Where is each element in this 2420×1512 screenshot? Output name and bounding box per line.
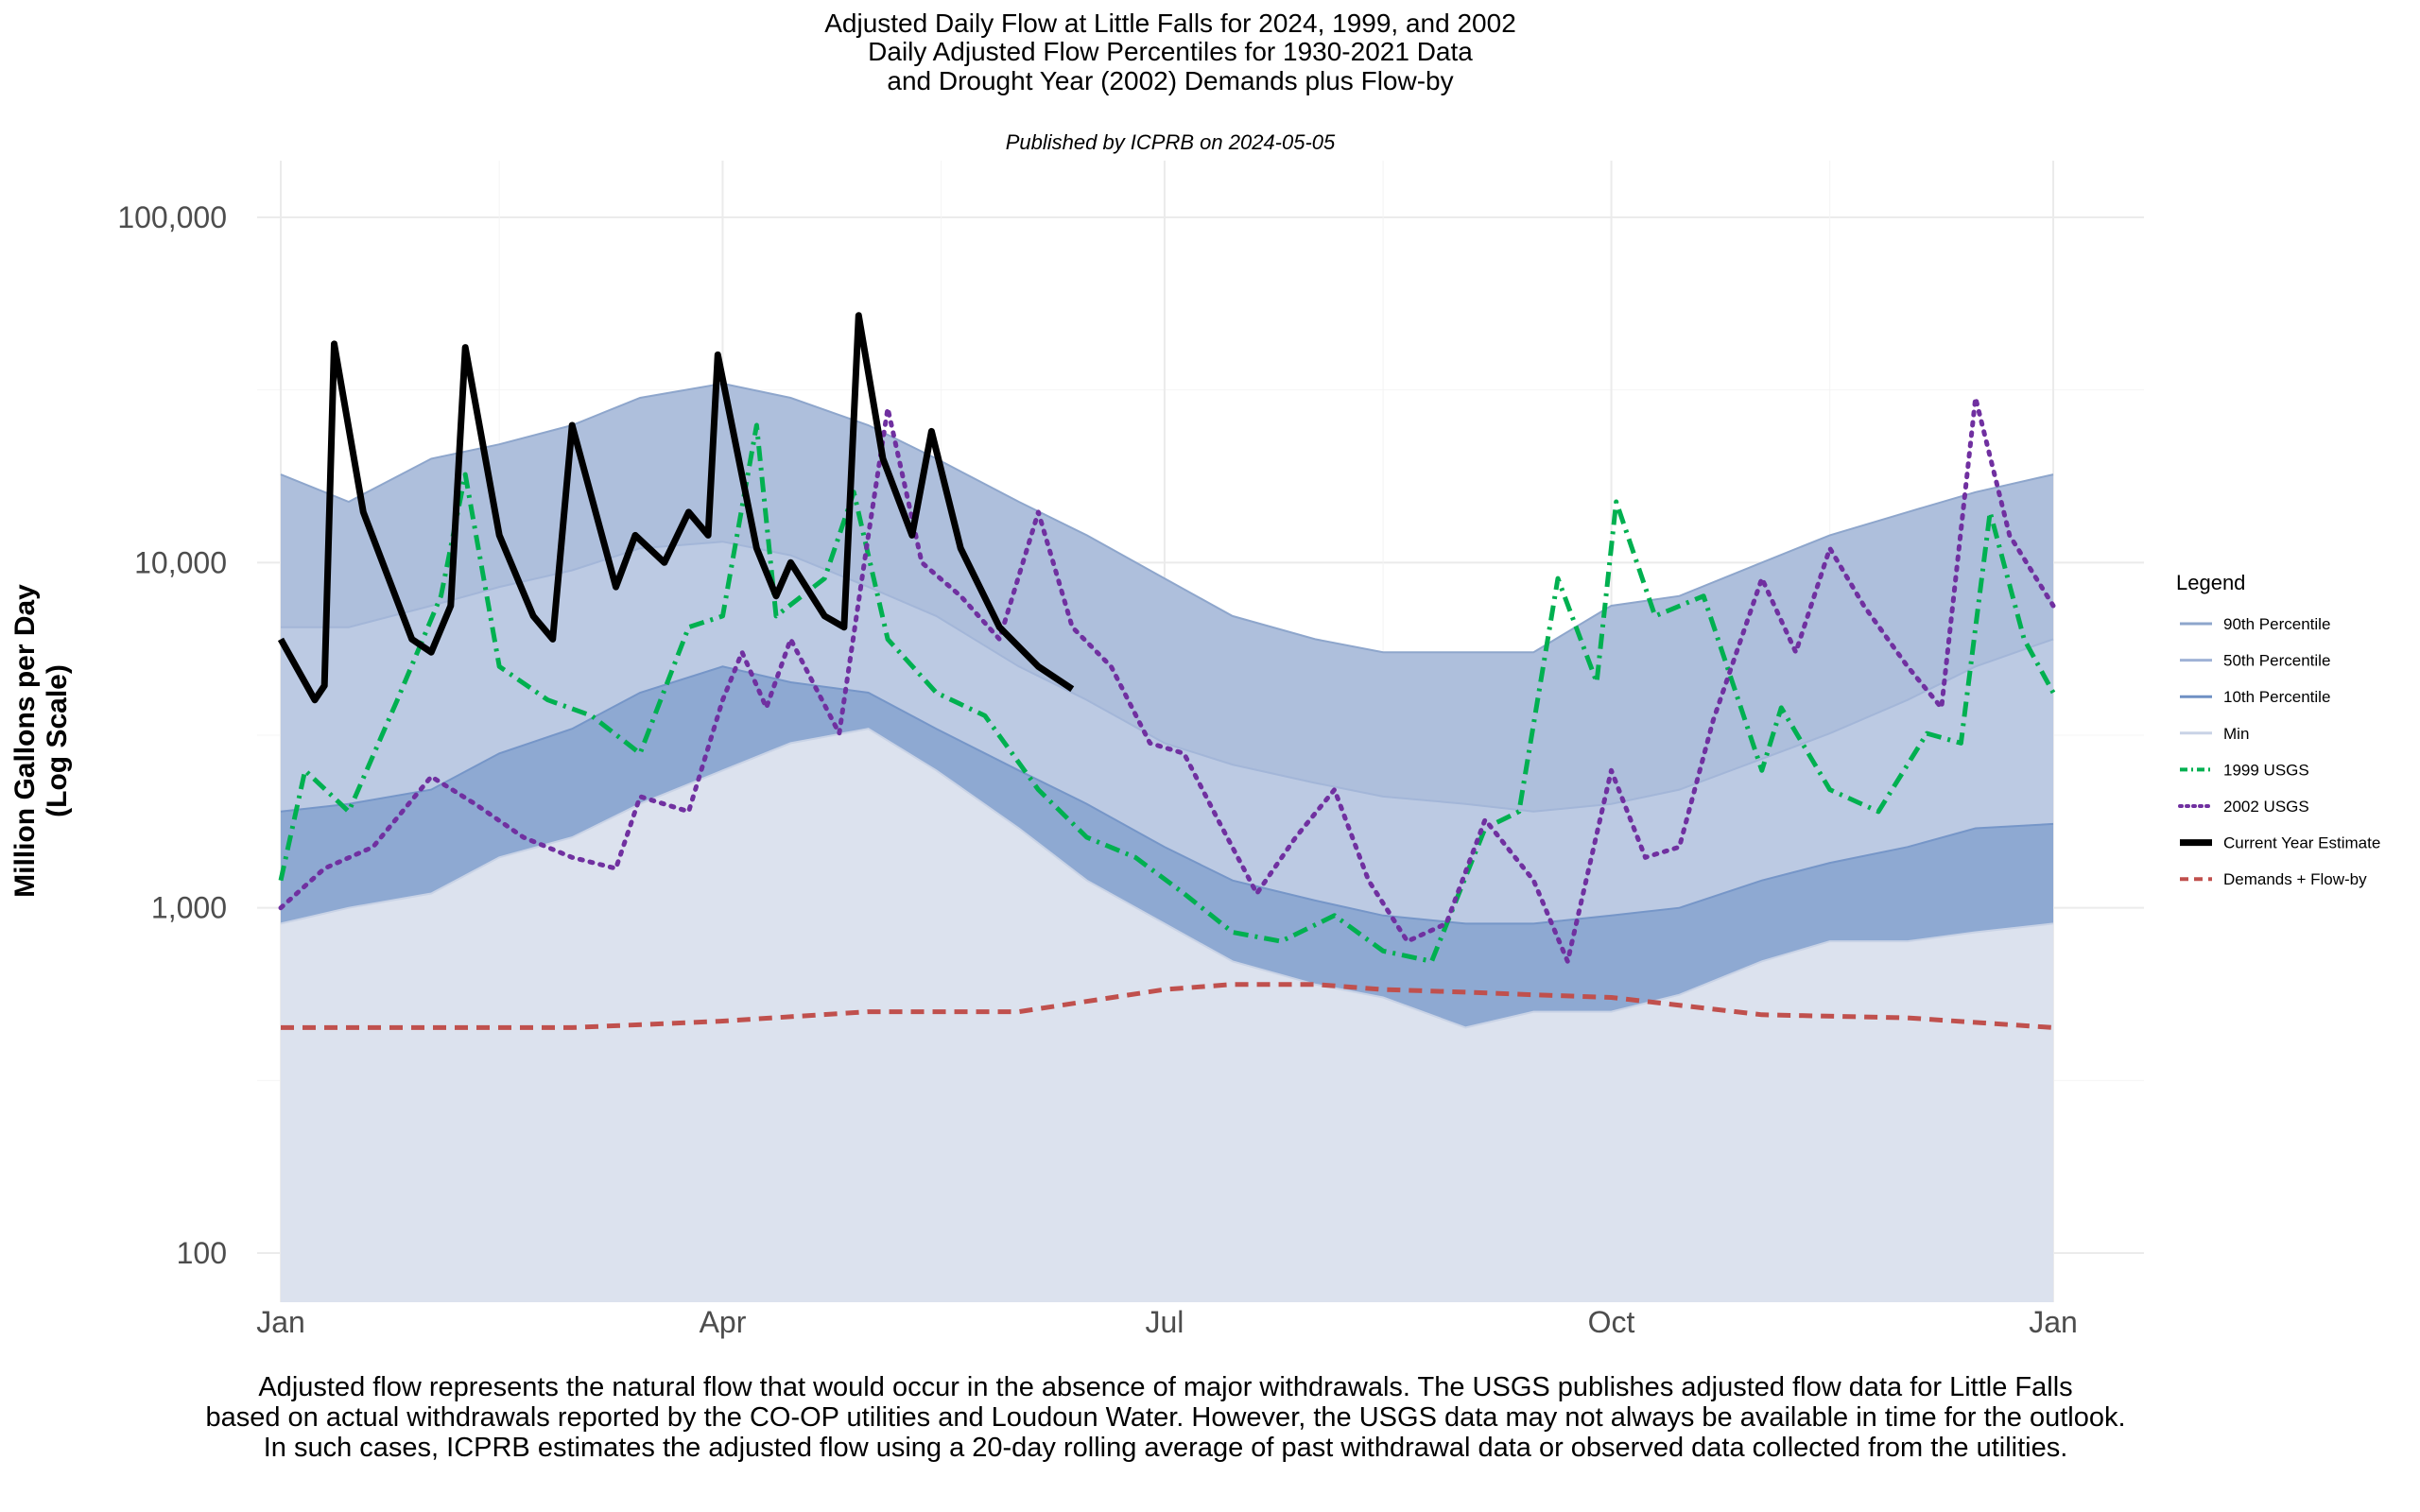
legend-label: 10th Percentile bbox=[2223, 688, 2330, 706]
band-min bbox=[281, 729, 2053, 1302]
caption-line-2: based on actual withdrawals reported by … bbox=[205, 1402, 2125, 1433]
x-axis-ticks: Jan Apr Jul Oct Jan bbox=[256, 1305, 2078, 1339]
series-line-1999-usgs bbox=[278, 422, 2056, 964]
x-tick-label: Jul bbox=[1145, 1305, 1184, 1339]
legend-label: 50th Percentile bbox=[2223, 652, 2330, 670]
legend-label: 2002 USGS bbox=[2223, 798, 2309, 816]
caption-line-3: In such cases, ICPRB estimates the adjus… bbox=[264, 1433, 2068, 1463]
series-line-2002-usgs bbox=[278, 395, 2056, 964]
y-tick-label: 100,000 bbox=[117, 200, 227, 234]
legend-label: Min bbox=[2223, 725, 2249, 743]
caption-line-1: Adjusted flow represents the natural flo… bbox=[258, 1372, 2072, 1402]
y-axis-ticks: 100 1,000 10,000 100,000 bbox=[117, 200, 227, 1270]
legend-label: 90th Percentile bbox=[2223, 615, 2330, 633]
chart-title-line-1: Adjusted Daily Flow at Little Falls for … bbox=[824, 9, 1516, 38]
legend: Legend 90th Percentile 50th Percentile 10t… bbox=[2176, 571, 2380, 888]
y-tick-label: 10,000 bbox=[134, 545, 227, 579]
legend-title: Legend bbox=[2176, 571, 2245, 594]
x-tick-label: Jan bbox=[256, 1305, 305, 1339]
legend-label: Demands + Flow-by bbox=[2223, 870, 2367, 888]
legend-label: Current Year Estimate bbox=[2223, 834, 2380, 852]
series-lines bbox=[277, 312, 2056, 1030]
band-edge-50th-percentile bbox=[281, 541, 2054, 813]
legend-label: 1999 USGS bbox=[2223, 761, 2309, 779]
y-tick-label: 100 bbox=[177, 1236, 227, 1270]
x-tick-label: Jan bbox=[2029, 1305, 2078, 1339]
y-axis-label: Million Gallons per Day (Log Scale) bbox=[9, 584, 73, 898]
chart-title-line-2: Daily Adjusted Flow Percentiles for 1930… bbox=[868, 37, 1473, 66]
x-tick-label: Apr bbox=[700, 1305, 747, 1339]
x-tick-label: Oct bbox=[1588, 1305, 1635, 1339]
chart-subtitle: Published by ICPRB on 2024-05-05 bbox=[1006, 130, 1336, 154]
band-edge-10th-percentile bbox=[280, 665, 2054, 925]
y-axis-label-line-1: Million Gallons per Day bbox=[9, 584, 41, 898]
y-axis-label-line-2: (Log Scale) bbox=[42, 664, 73, 817]
percentile-bands bbox=[280, 382, 2054, 1302]
chart-title-line-3: and Drought Year (2002) Demands plus Flo… bbox=[887, 66, 1453, 95]
y-tick-label: 1,000 bbox=[151, 891, 227, 925]
series-line-current-year-estimate bbox=[277, 312, 1075, 704]
band-edge-min bbox=[280, 728, 2054, 1029]
